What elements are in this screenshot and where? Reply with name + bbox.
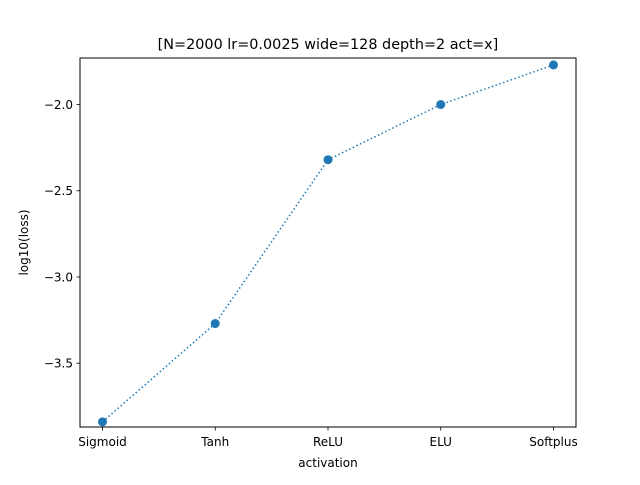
y-tick-label: −3.0 (44, 270, 73, 284)
data-point-relu (323, 155, 333, 165)
series-layer (98, 60, 558, 427)
y-tick-label: −2.5 (44, 184, 73, 198)
y-tick-label: −3.5 (44, 357, 73, 371)
chart-title: [N=2000 lr=0.0025 wide=128 depth=2 act=x… (158, 37, 499, 53)
data-point-softplus (549, 60, 558, 70)
series-line (102, 64, 554, 423)
x-tick-label: Sigmoid (78, 435, 127, 449)
x-axis: Sigmoid Tanh ReLU ELU Softplus (78, 427, 578, 449)
data-point-sigmoid (98, 417, 107, 427)
data-point-tanh (210, 319, 220, 329)
x-tick-label: Softplus (529, 435, 578, 449)
x-tick-label: ELU (430, 435, 452, 449)
x-tick-label: ReLU (313, 435, 343, 449)
x-axis-label: activation (298, 456, 357, 470)
x-tick-label: Tanh (200, 435, 229, 449)
y-axis: −3.5 −3.0 −2.5 −2.0 (44, 98, 80, 371)
y-axis-label: log10(loss) (17, 209, 31, 275)
plot-area-frame (79, 57, 577, 428)
data-point-elu (436, 100, 446, 110)
y-tick-label: −2.0 (44, 98, 73, 112)
